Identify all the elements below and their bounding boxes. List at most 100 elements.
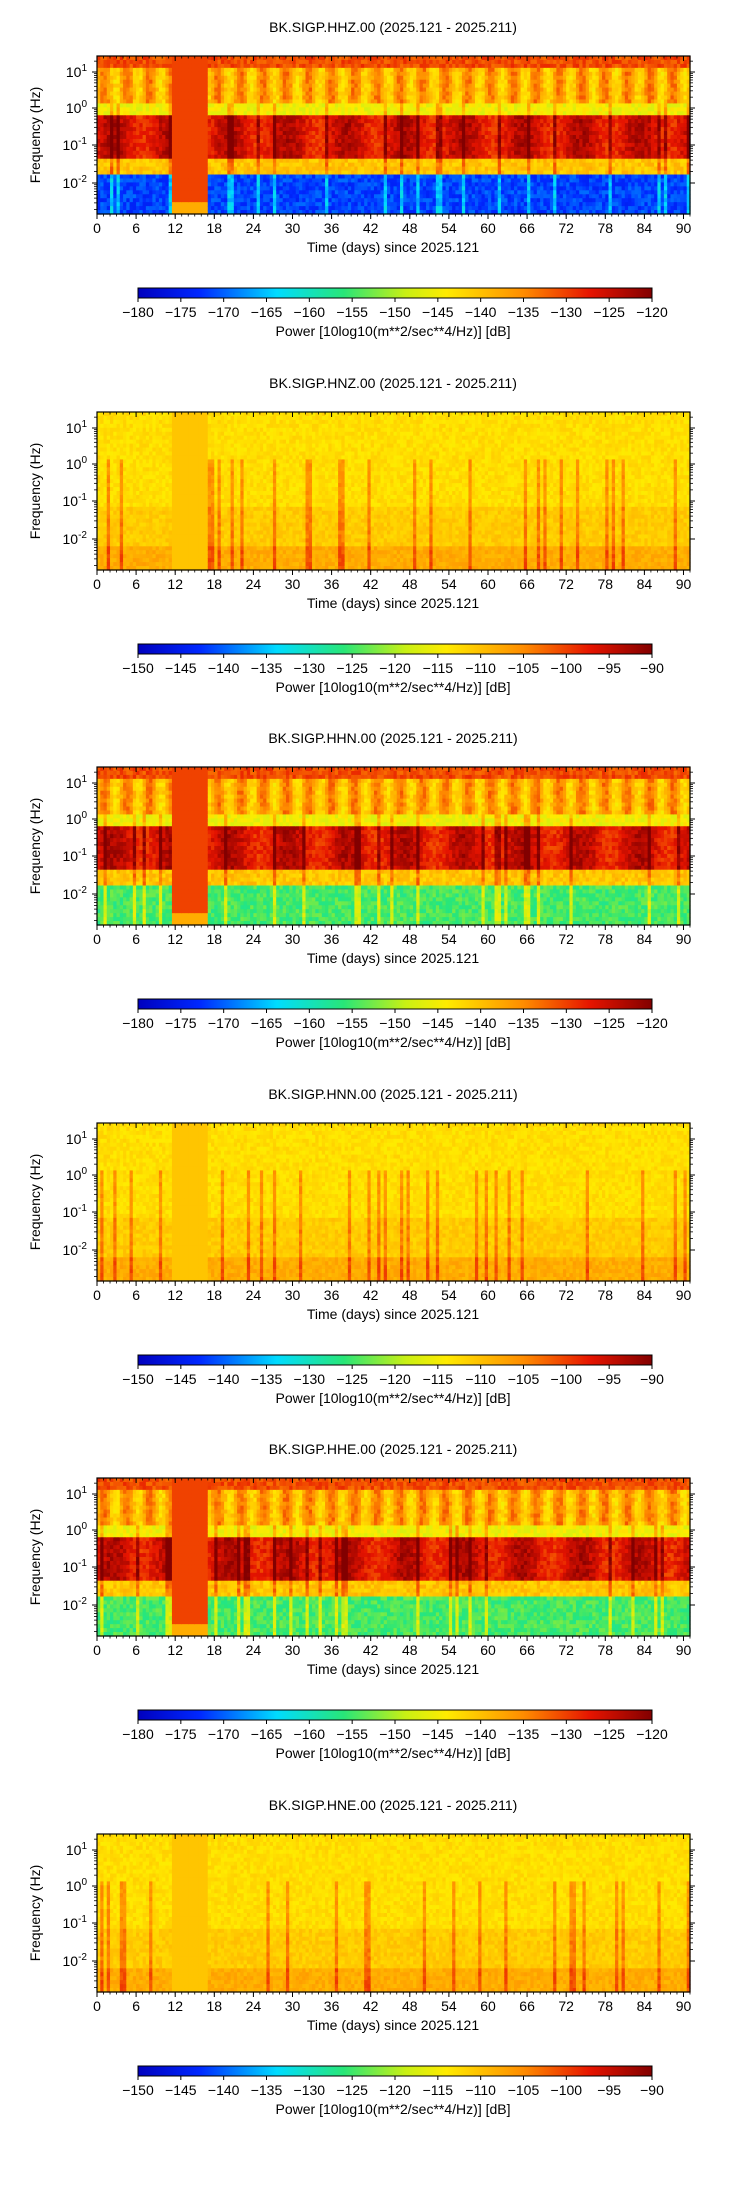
x-tick-label: 6: [132, 1998, 140, 2014]
colorbar-tick-label: −110: [465, 2082, 496, 2098]
x-tick-label: 54: [441, 1998, 457, 2014]
colorbar-tick-label: −95: [597, 1371, 621, 1387]
x-tick-label: 42: [363, 1287, 379, 1303]
x-tick-label: 48: [402, 931, 418, 947]
colorbar-tick-label: −155: [336, 1726, 368, 1742]
y-tick-label: 10-2: [63, 174, 88, 191]
x-tick-label: 90: [676, 1998, 692, 2014]
x-tick-label: 0: [93, 1998, 101, 2014]
y-tick-label: 10-2: [63, 1596, 88, 1613]
x-tick-label: 78: [597, 1642, 613, 1658]
x-tick-label: 78: [597, 1998, 613, 2014]
y-axis-label: Frequency (Hz): [27, 1509, 43, 1605]
x-axis-label: Time (days) since 2025.121: [307, 950, 479, 966]
x-tick-label: 24: [246, 1287, 262, 1303]
colorbar-tick-label: −130: [551, 1726, 583, 1742]
y-tick-label: 101: [66, 774, 88, 791]
x-tick-label: 48: [402, 576, 418, 592]
colorbar-tick-label: −175: [165, 1726, 197, 1742]
y-tick-label: 101: [66, 419, 88, 436]
x-tick-label: 72: [558, 576, 574, 592]
x-tick-label: 6: [132, 1642, 140, 1658]
colorbar-tick-label: −160: [294, 1015, 326, 1031]
x-tick-label: 48: [402, 1642, 418, 1658]
colorbar-tick-label: −135: [251, 660, 283, 676]
y-axis-label: Frequency (Hz): [27, 442, 43, 538]
x-tick-label: 84: [637, 576, 653, 592]
y-tick-label: 10-2: [63, 1952, 88, 1969]
spectrogram-svg: BK.SIGP.HHN.00 (2025.121 - 2025.211) 0 6 12…: [27, 730, 695, 1050]
x-tick-label: 90: [676, 931, 692, 947]
chart-title: BK.SIGP.HHZ.00 (2025.121 - 2025.211): [269, 19, 517, 35]
x-tick-label: 84: [637, 931, 653, 947]
x-tick-label: 12: [167, 1287, 183, 1303]
x-tick-label: 18: [207, 1998, 223, 2014]
colorbar-tick-label: −140: [208, 1371, 240, 1387]
colorbar-tick-label: −170: [208, 1726, 240, 1742]
colorbar-tick-label: −180: [122, 304, 154, 320]
spectrogram-svg: BK.SIGP.HNZ.00 (2025.121 - 2025.211) 0 6 12…: [27, 375, 695, 695]
colorbar-tick-label: −115: [423, 660, 454, 676]
colorbar-tick-label: −140: [465, 1015, 497, 1031]
spectrogram-panel: BK.SIGP.HNN.00 (2025.121 - 2025.211) 0 6 12…: [0, 1067, 750, 1422]
y-tick-label: 101: [66, 1841, 88, 1858]
x-tick-label: 18: [207, 1287, 223, 1303]
heatmap-area: [97, 411, 691, 571]
y-tick-label: 101: [66, 1130, 88, 1147]
colorbar-tick-label: −150: [379, 1015, 411, 1031]
colorbar-tick-label: −135: [508, 1726, 540, 1742]
chart-title: BK.SIGP.HNZ.00 (2025.121 - 2025.211): [269, 375, 517, 391]
x-axis-label: Time (days) since 2025.121: [307, 239, 479, 255]
x-tick-label: 60: [480, 1998, 496, 2014]
colorbar-tick-label: −115: [423, 1371, 454, 1387]
y-tick-label: 100: [66, 1166, 88, 1183]
y-tick-label: 10-1: [63, 1558, 88, 1575]
x-tick-label: 42: [363, 220, 379, 236]
colorbar-tick-label: −120: [379, 660, 411, 676]
x-tick-label: 90: [676, 1287, 692, 1303]
x-tick-label: 54: [441, 220, 457, 236]
colorbar-tick-label: −145: [165, 2082, 197, 2098]
x-tick-label: 36: [324, 576, 340, 592]
chart-title: BK.SIGP.HHN.00 (2025.121 - 2025.211): [268, 730, 517, 746]
x-tick-label: 48: [402, 220, 418, 236]
y-axis-label: Frequency (Hz): [27, 798, 43, 894]
x-tick-label: 84: [637, 1287, 653, 1303]
x-tick-label: 12: [167, 576, 183, 592]
colorbar-tick-label: −140: [465, 1726, 497, 1742]
colorbar-tick-label: −95: [597, 660, 621, 676]
colorbar-tick-label: −180: [122, 1726, 154, 1742]
y-tick-label: 100: [66, 810, 88, 827]
x-tick-label: 36: [324, 1998, 340, 2014]
y-tick-label: 10-1: [63, 847, 88, 864]
colorbar-tick-label: −125: [336, 1371, 368, 1387]
x-tick-label: 48: [402, 1998, 418, 2014]
colorbar-tick-label: −180: [122, 1015, 154, 1031]
colorbar: [137, 287, 653, 299]
colorbar-tick-label: −100: [551, 1371, 583, 1387]
x-tick-label: 12: [167, 220, 183, 236]
x-tick-label: 90: [676, 1642, 692, 1658]
x-tick-label: 0: [93, 220, 101, 236]
x-tick-label: 78: [597, 220, 613, 236]
x-tick-label: 24: [246, 931, 262, 947]
colorbar-tick-label: −135: [251, 1371, 283, 1387]
x-tick-label: 72: [558, 1287, 574, 1303]
colorbar-tick-label: −150: [122, 660, 154, 676]
x-tick-label: 24: [246, 220, 262, 236]
y-tick-label: 10-1: [63, 1914, 88, 1931]
x-tick-label: 72: [558, 1642, 574, 1658]
x-tick-label: 54: [441, 1642, 457, 1658]
y-tick-label: 10-1: [63, 136, 88, 153]
heatmap-area: [97, 56, 691, 215]
y-tick-label: 100: [66, 1877, 88, 1894]
x-tick-label: 54: [441, 1287, 457, 1303]
colorbar-tick-label: −145: [165, 660, 197, 676]
colorbar-tick-label: −90: [640, 660, 664, 676]
y-tick-label: 101: [66, 63, 88, 80]
chart-title: BK.SIGP.HHE.00 (2025.121 - 2025.211): [269, 1441, 518, 1457]
colorbar-tick-label: −165: [251, 1726, 283, 1742]
x-tick-label: 90: [676, 220, 692, 236]
y-axis-label: Frequency (Hz): [27, 1153, 43, 1249]
x-tick-label: 6: [132, 1287, 140, 1303]
